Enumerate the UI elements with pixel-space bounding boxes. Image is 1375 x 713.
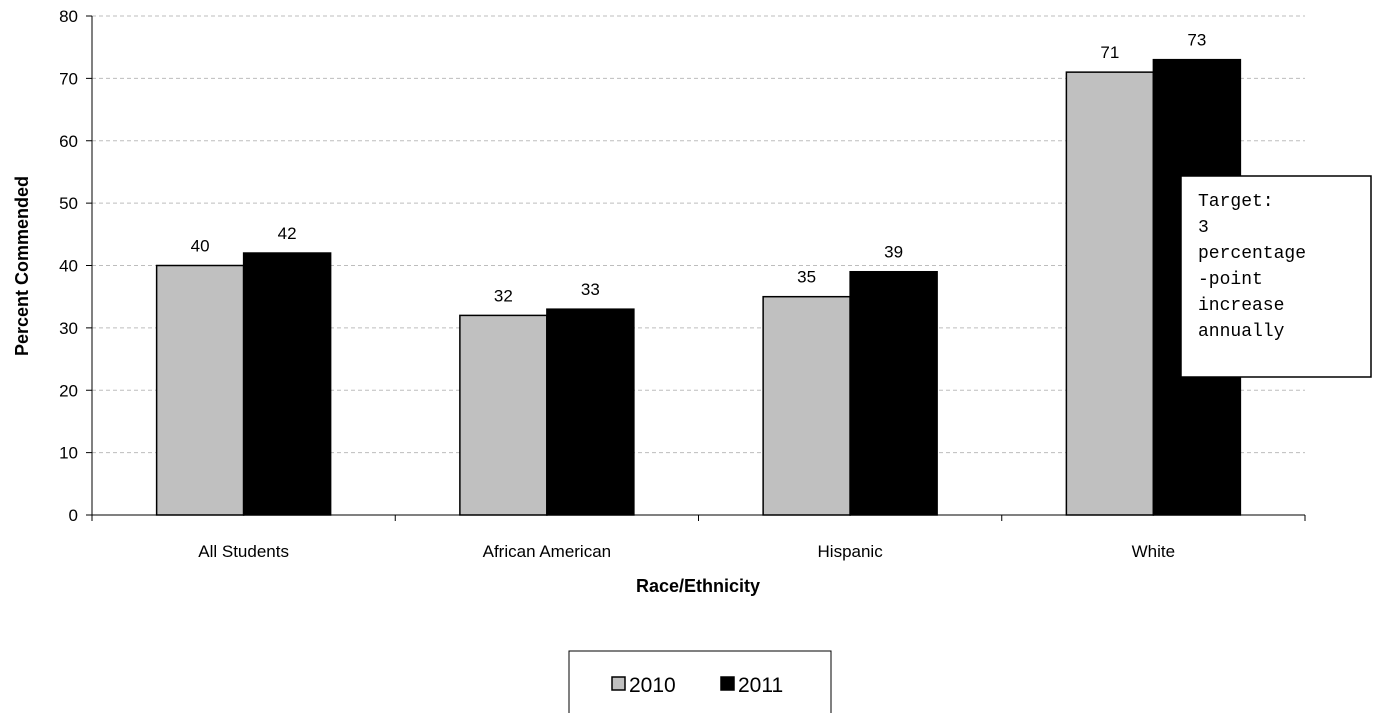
target-annotation-line: percentage: [1198, 244, 1306, 264]
data-label: 33: [581, 280, 600, 299]
x-tick-label: African American: [483, 542, 612, 561]
target-annotation-box: [1180, 175, 1372, 378]
legend-swatch-2010: [611, 676, 626, 691]
target-annotation: Target: 3 percentage -point increase annually: [1180, 175, 1372, 378]
bar-2010: [155, 264, 245, 516]
bar-2011: [849, 270, 938, 516]
legend-box: [568, 650, 832, 713]
bar-2011: [546, 308, 635, 516]
axes: [86, 15, 1306, 521]
legend-swatch-2011: [720, 676, 735, 691]
x-tick-labels: All Students African American Hispanic Whit…: [198, 542, 1175, 561]
bar-2010: [459, 314, 548, 516]
bars: [155, 58, 1242, 516]
y-tick-labels: 0 10 20 30 40 50 60 70 80: [59, 7, 78, 525]
y-tick-label: 40: [59, 257, 78, 276]
data-label: 32: [494, 286, 513, 305]
y-tick-label: 30: [59, 319, 78, 338]
y-tick-label: 20: [59, 381, 78, 400]
data-labels: 40 42 32 33 35 39 71 73: [191, 31, 1207, 306]
legend-label-2010: 2010: [629, 674, 676, 697]
target-annotation-line: 3: [1198, 218, 1209, 238]
bar-2010: [762, 295, 851, 516]
y-tick-label: 0: [69, 506, 78, 525]
y-tick-label: 70: [59, 69, 78, 88]
x-tick-label: White: [1132, 542, 1175, 561]
target-annotation-line: annually: [1198, 322, 1285, 342]
data-label: 42: [278, 224, 297, 243]
target-annotation-line: -point: [1198, 270, 1263, 290]
data-label: 71: [1100, 43, 1119, 62]
legend-label-2011: 2011: [738, 674, 783, 697]
target-annotation-line: increase: [1198, 296, 1284, 316]
data-label: 35: [797, 268, 816, 287]
y-tick-label: 50: [59, 194, 78, 213]
x-axis-title: Race/Ethnicity: [636, 576, 760, 596]
x-tick-label: All Students: [198, 542, 289, 561]
data-label: 73: [1187, 31, 1206, 50]
y-tick-label: 60: [59, 132, 78, 151]
x-tick-label: Hispanic: [818, 542, 884, 561]
target-annotation-line: Target:: [1198, 192, 1274, 212]
data-label: 39: [884, 243, 903, 262]
data-label: 40: [191, 237, 210, 256]
y-tick-label: 80: [59, 7, 78, 26]
bar-2011: [242, 252, 332, 516]
bar-2010: [1065, 71, 1155, 516]
legend: 2010 2011: [568, 650, 832, 713]
y-tick-label: 10: [59, 444, 78, 463]
y-axis-title: Percent Commended: [12, 176, 32, 356]
